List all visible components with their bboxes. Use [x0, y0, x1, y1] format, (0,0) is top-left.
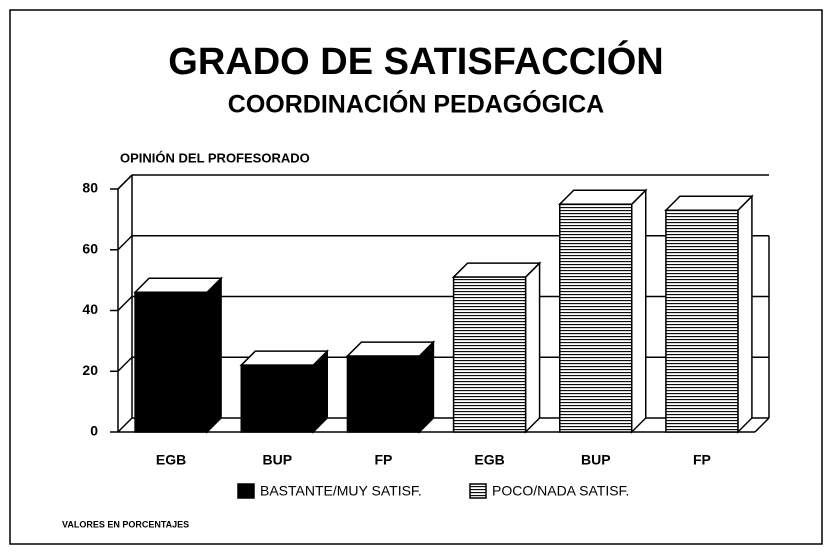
- bar-side: [524, 261, 541, 434]
- grid-line: [117, 356, 133, 372]
- legend-label: POCO/NADA SATISF.: [492, 483, 629, 499]
- bar-top: [451, 262, 542, 278]
- bar: [346, 355, 421, 433]
- y-axis-label: OPINIÓN DEL PROFESORADO: [120, 150, 310, 165]
- bar: [559, 203, 633, 433]
- bar: [665, 209, 739, 433]
- bar: [134, 291, 208, 433]
- legend-swatch: [237, 483, 255, 499]
- bar-side: [418, 340, 435, 434]
- x-tick-label: EGB: [474, 452, 504, 468]
- bar-top: [133, 277, 223, 294]
- x-tick-label: BUP: [581, 452, 611, 468]
- y-tick-label: 80: [82, 180, 98, 196]
- grid-line: [117, 295, 133, 312]
- bar: [240, 364, 314, 433]
- x-tick-label: EGB: [156, 452, 186, 468]
- grid-line: [117, 417, 133, 433]
- x-tick-label: BUP: [262, 452, 292, 468]
- bar-top: [345, 341, 436, 357]
- bar-top: [557, 189, 648, 205]
- bar-side: [737, 194, 753, 434]
- x-tick-label: FP: [693, 452, 711, 468]
- y-tick-label: 40: [82, 301, 98, 317]
- chart-title: GRADO DE SATISFACCIÓN: [168, 39, 663, 83]
- axis-line: [754, 417, 770, 433]
- chart-subtitle: COORDINACIÓN PEDAGÓGICA: [228, 89, 604, 119]
- bar-side: [631, 188, 647, 434]
- grid-line: [117, 235, 133, 251]
- legend-swatch: [469, 483, 487, 499]
- grid-line: [117, 174, 133, 190]
- note: VALORES EN PORCENTAJES: [62, 519, 189, 529]
- bar-side: [206, 276, 222, 434]
- bar-top: [664, 195, 754, 212]
- y-tick-label: 0: [90, 423, 98, 439]
- y-tick-label: 20: [82, 362, 98, 378]
- legend-label: BASTANTE/MUY SATISF.: [260, 483, 422, 499]
- bar: [452, 276, 527, 433]
- x-tick-label: FP: [374, 452, 392, 468]
- y-tick-label: 60: [82, 240, 98, 256]
- bar-top: [239, 350, 330, 366]
